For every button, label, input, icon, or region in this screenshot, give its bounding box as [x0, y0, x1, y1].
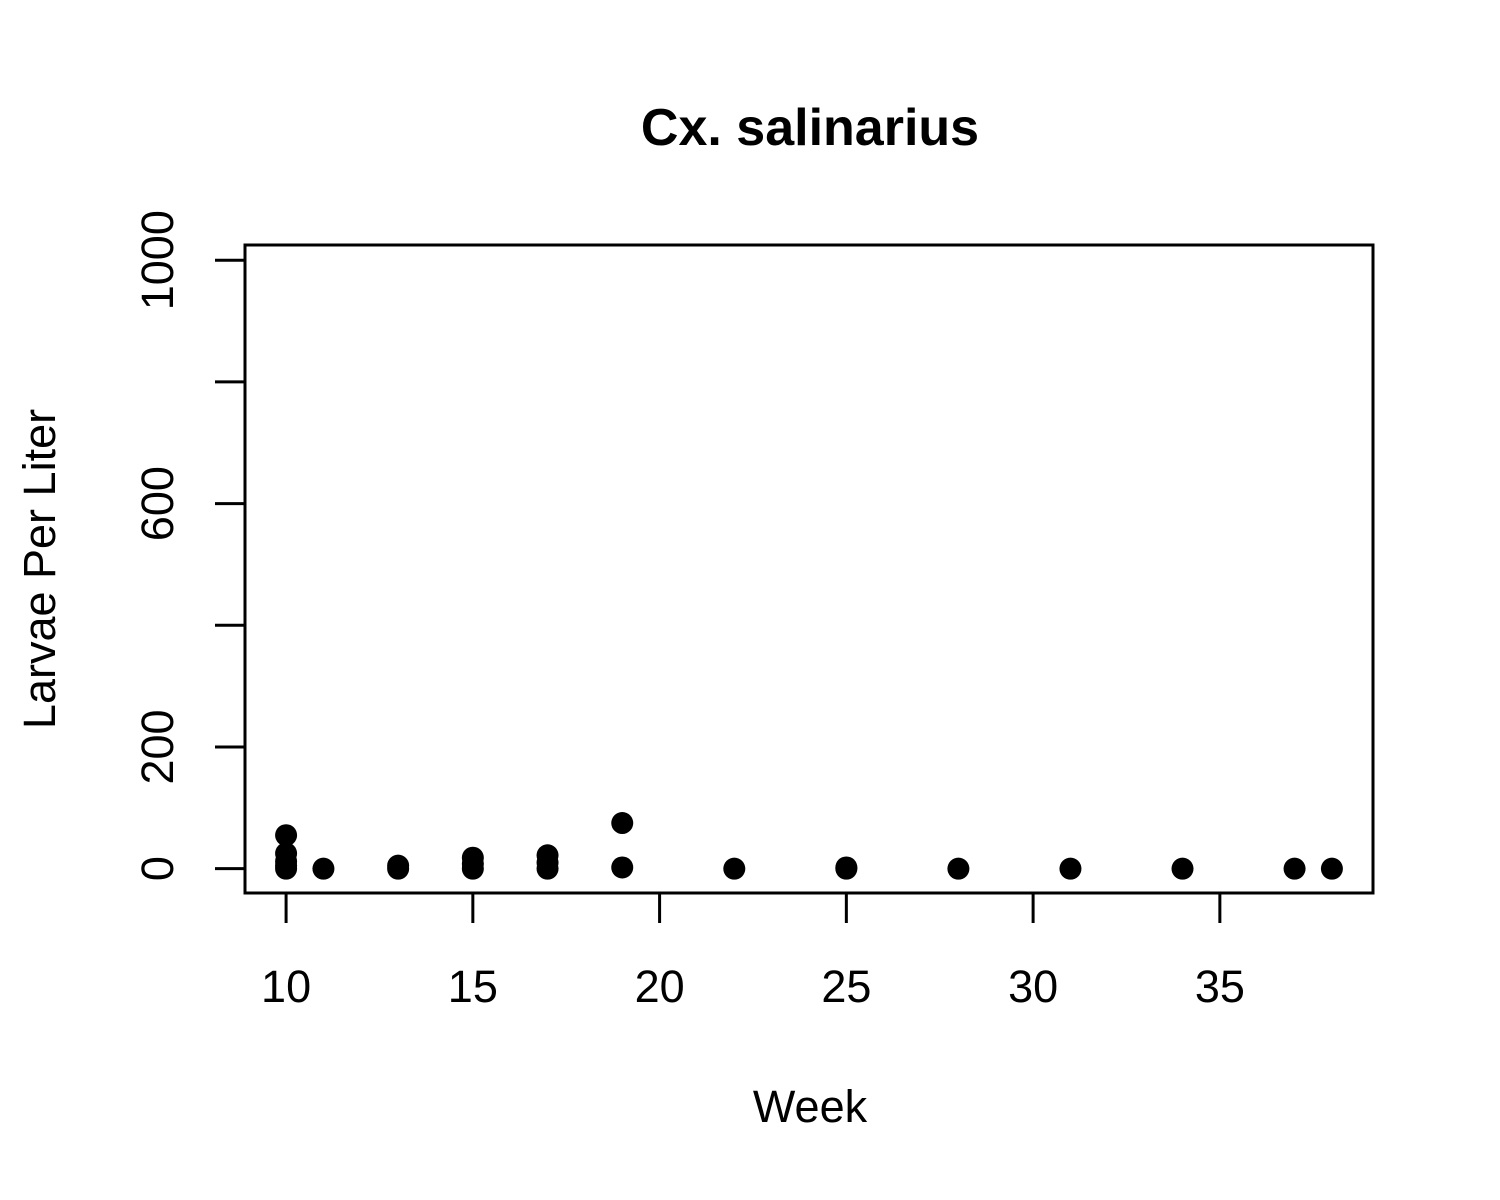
data-point	[275, 857, 298, 880]
chart-title: Cx. salinarius	[641, 99, 979, 157]
x-tick-label: 30	[1008, 961, 1058, 1012]
y-axis-label: Larvae Per Liter	[14, 409, 65, 729]
data-point	[461, 857, 484, 880]
data-point	[1283, 857, 1306, 880]
data-point	[723, 857, 746, 880]
x-axis-label: Week	[753, 1081, 868, 1132]
x-tick-label: 25	[821, 961, 871, 1012]
y-axis: 0 200 600 1000	[132, 210, 247, 881]
data-point	[947, 857, 970, 880]
data-point	[611, 856, 634, 879]
x-tick-label: 20	[635, 961, 685, 1012]
x-axis: 10 15 20 25 30 35	[261, 891, 1245, 1012]
y-tick-label: 600	[132, 466, 183, 541]
data-point	[611, 812, 634, 835]
data-point	[1171, 857, 1194, 880]
data-points	[275, 812, 1343, 880]
y-tick-label: 200	[132, 709, 183, 784]
data-point	[536, 857, 559, 880]
x-tick-label: 15	[448, 961, 498, 1012]
data-point	[275, 824, 298, 847]
x-tick-label: 35	[1195, 961, 1245, 1012]
data-point	[1320, 857, 1343, 880]
x-tick-label: 10	[261, 961, 311, 1012]
data-point	[312, 857, 335, 880]
y-tick-label: 1000	[132, 210, 183, 310]
data-point	[387, 857, 410, 880]
data-point	[835, 857, 858, 880]
plot-frame	[243, 243, 1375, 895]
y-tick-label: 0	[132, 856, 183, 881]
data-point	[1059, 857, 1082, 880]
